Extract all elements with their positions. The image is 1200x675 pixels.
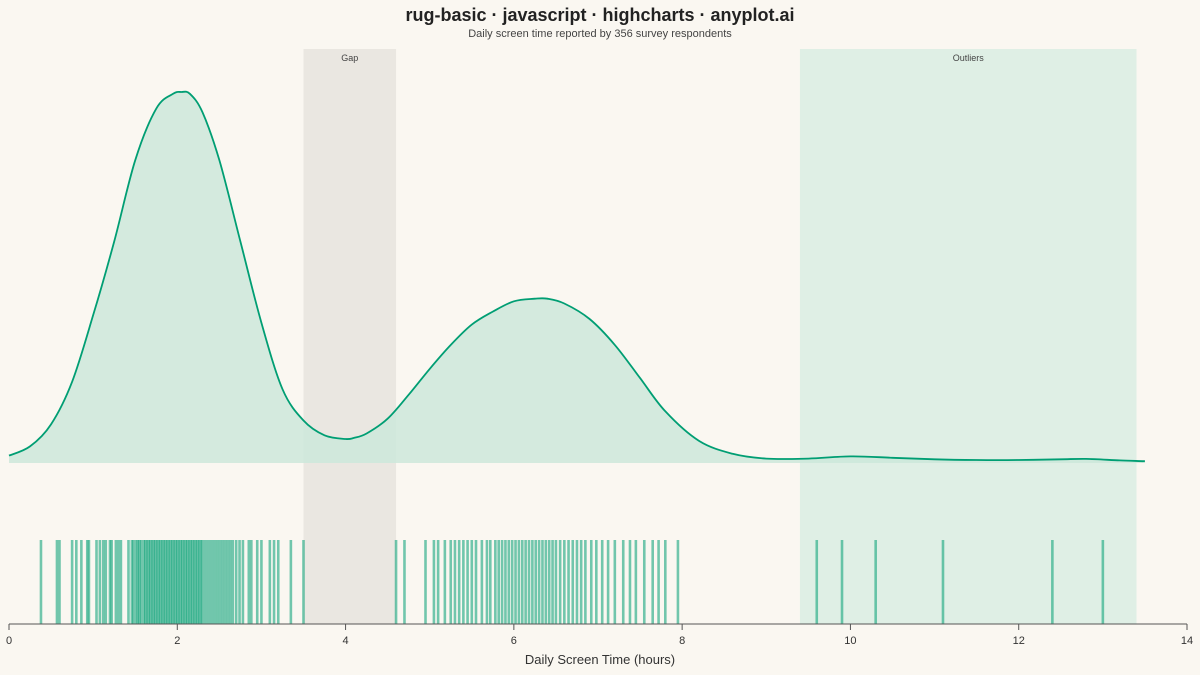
- x-tick-label: 10: [844, 635, 856, 647]
- x-axis: 0 2 4 6 8 10 12 14: [6, 623, 1193, 647]
- x-tick-label: 4: [343, 635, 349, 647]
- x-tick-label: 14: [1181, 635, 1193, 647]
- x-tick-label: 6: [511, 635, 517, 647]
- band-gap: [303, 49, 397, 624]
- x-axis-label: Daily Screen Time (hours): [525, 652, 675, 667]
- density-layer: [8, 90, 1145, 464]
- x-tick-label: 2: [174, 635, 180, 647]
- band-label-outliers: Outliers: [953, 53, 985, 63]
- chart-subtitle: Daily screen time reported by 356 survey…: [468, 28, 732, 40]
- band-outliers: [799, 49, 1137, 624]
- density-line: [8, 90, 1145, 463]
- x-tick-label: 8: [679, 635, 685, 647]
- rug-layer: [39, 540, 1105, 624]
- x-tick-label: 12: [1013, 635, 1025, 647]
- plot-bands: Gap Outliers: [303, 49, 1137, 624]
- band-label-gap: Gap: [341, 53, 358, 63]
- chart-title: rug-basic · javascript · highcharts · an…: [405, 5, 795, 25]
- density-area: [9, 91, 1145, 464]
- x-tick-label: 0: [6, 635, 12, 647]
